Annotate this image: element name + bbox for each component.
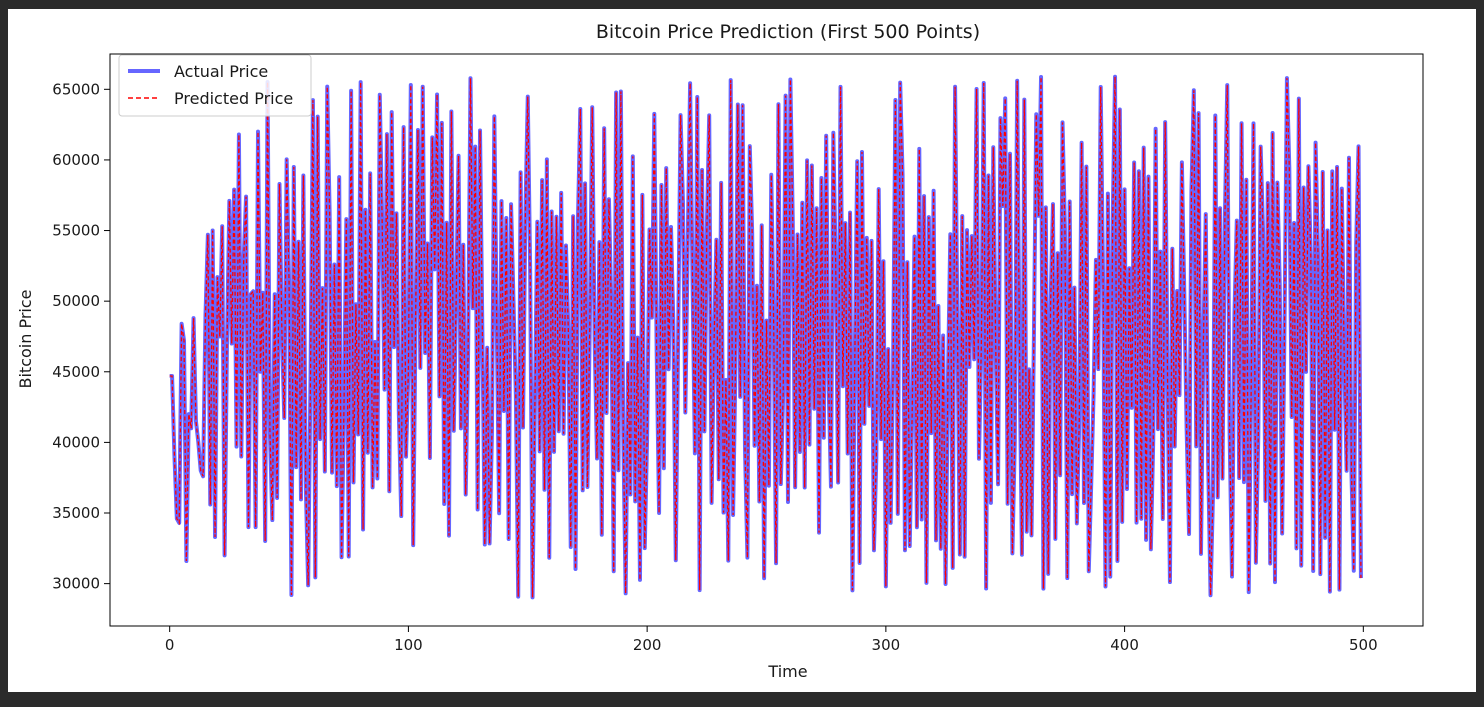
x-axis-title: Time (767, 662, 807, 681)
series-line-predicted-price (169, 76, 1362, 598)
y-axis: 30000 35000 40000 45000 50000 55000 60000 65000 (52, 80, 110, 593)
y-tick-label-50000: 50000 (52, 292, 100, 310)
y-tick-label-30000: 30000 (52, 575, 100, 593)
x-tick-label-200: 200 (633, 636, 662, 654)
legend: Actual Price Predicted Price (118, 54, 312, 117)
y-tick-label-65000: 65000 (52, 80, 100, 98)
y-axis-title: Bitcoin Price (16, 290, 35, 389)
chart-svg: Bitcoin Price Prediction (First 500 Poin… (16, 21, 1424, 681)
chart-title: Bitcoin Price Prediction (First 500 Poin… (596, 21, 980, 43)
y-tick-label-60000: 60000 (52, 151, 100, 169)
plot-frame (109, 53, 1424, 627)
legend-label-actual: Actual Price (174, 62, 268, 81)
x-axis: 0 100 200 300 400 500 (165, 626, 1378, 654)
x-tick-label-100: 100 (394, 636, 423, 654)
y-tick-label-45000: 45000 (52, 363, 100, 381)
chart-figure: Bitcoin Price Prediction (First 500 Poin… (8, 9, 1476, 692)
y-tick-label-55000: 55000 (52, 222, 100, 240)
x-tick-label-400: 400 (1110, 636, 1139, 654)
y-tick-label-35000: 35000 (52, 504, 100, 522)
x-tick-label-500: 500 (1349, 636, 1378, 654)
legend-box (118, 54, 312, 117)
x-tick-label-300: 300 (872, 636, 901, 654)
legend-label-predicted: Predicted Price (174, 89, 293, 108)
y-tick-label-40000: 40000 (52, 433, 100, 451)
x-tick-label-0: 0 (165, 636, 175, 654)
series-layer (169, 74, 1363, 600)
